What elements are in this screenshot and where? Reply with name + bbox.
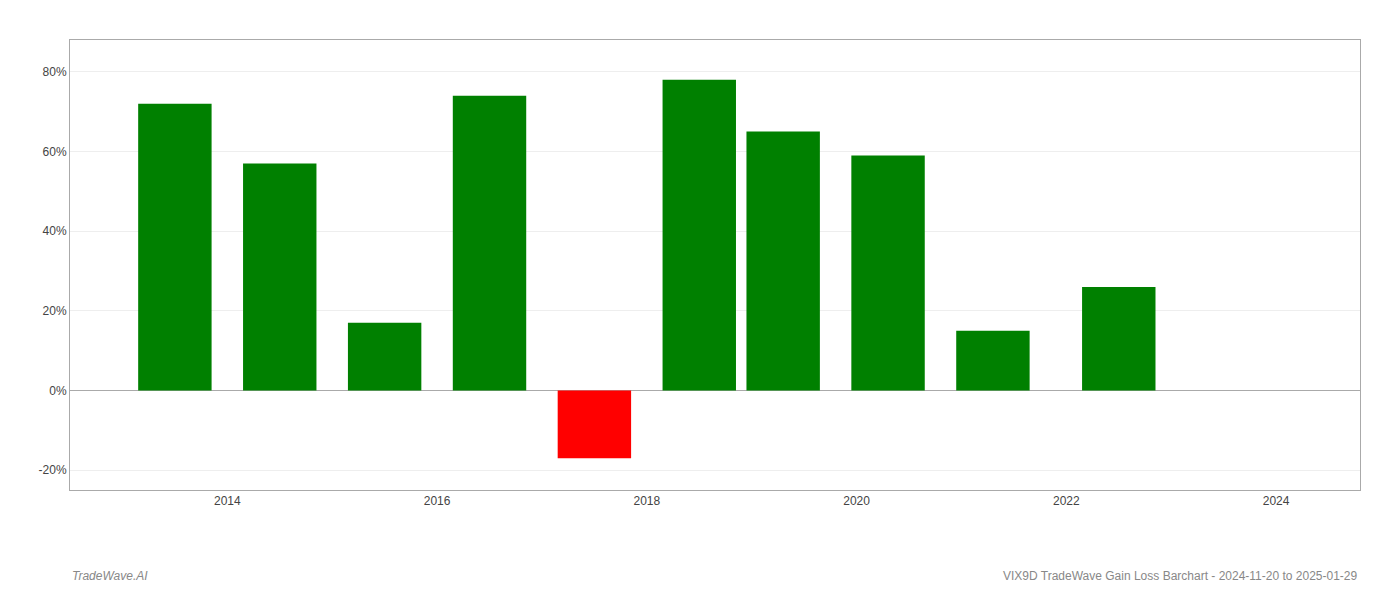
svg-text:20%: 20% (43, 304, 67, 318)
svg-text:60%: 60% (43, 145, 67, 159)
svg-text:2020: 2020 (843, 494, 870, 508)
svg-text:2022: 2022 (1053, 494, 1080, 508)
svg-text:2016: 2016 (424, 494, 451, 508)
svg-text:2024: 2024 (1263, 494, 1290, 508)
svg-text:-20%: -20% (39, 463, 67, 477)
svg-text:40%: 40% (43, 224, 67, 238)
svg-text:0%: 0% (49, 384, 67, 398)
svg-text:VIX9D TradeWave Gain Loss Barc: VIX9D TradeWave Gain Loss Barchart - 202… (1003, 569, 1358, 583)
svg-text:2018: 2018 (633, 494, 660, 508)
svg-text:80%: 80% (43, 65, 67, 79)
svg-text:2014: 2014 (214, 494, 241, 508)
svg-text:TradeWave.AI: TradeWave.AI (72, 569, 148, 583)
